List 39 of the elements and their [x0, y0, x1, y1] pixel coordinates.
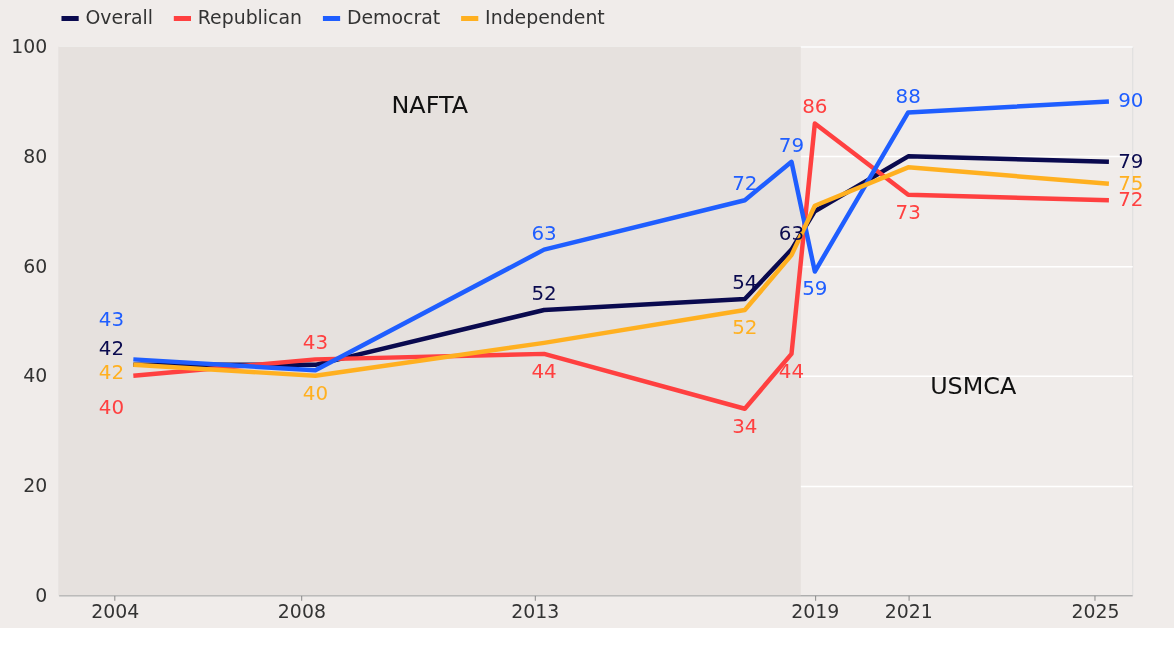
data-label: 40: [302, 381, 329, 405]
annotation: USMCA: [930, 371, 1017, 400]
data-label: 72: [732, 172, 758, 196]
data-label: 90: [1118, 89, 1144, 113]
data-label: 34: [732, 414, 758, 438]
x-tick-label: 2025: [1071, 599, 1120, 622]
data-label: 63: [531, 221, 557, 245]
y-tick-label: 100: [11, 35, 48, 58]
data-label: 52: [531, 282, 557, 306]
x-tick-label: 2013: [511, 599, 560, 622]
data-label: 54: [732, 271, 758, 295]
y-tick-label: 0: [35, 583, 48, 606]
data-label: 44: [531, 359, 557, 383]
data-label: 52: [732, 315, 758, 339]
x-tick-label: 2021: [884, 599, 933, 622]
data-label: 43: [302, 331, 329, 355]
data-label: 42: [98, 336, 125, 360]
y-tick-label: 20: [23, 474, 48, 497]
y-tick-label: 60: [23, 254, 48, 277]
x-tick-label: 2019: [791, 599, 840, 622]
legend-label: Democrat: [346, 6, 441, 29]
data-label: 59: [802, 277, 828, 301]
data-label: 42: [98, 360, 125, 384]
data-label: 79: [778, 133, 805, 157]
y-tick-label: 80: [23, 144, 48, 167]
data-label: 44: [778, 359, 805, 383]
legend-label: Republican: [197, 6, 303, 29]
legend-label: Independent: [485, 6, 605, 29]
data-label: 40: [98, 395, 125, 419]
data-label: 88: [895, 84, 921, 108]
data-label: 79: [1118, 149, 1144, 173]
legend-label: Overall: [85, 6, 153, 29]
y-tick-label: 40: [23, 364, 48, 387]
data-label: 86: [802, 95, 828, 119]
x-tick-label: 2008: [277, 599, 326, 622]
x-tick-label: 2004: [91, 599, 140, 622]
data-label: 43: [98, 307, 125, 331]
data-label: 73: [895, 200, 921, 224]
band-label: NAFTA: [391, 91, 469, 120]
